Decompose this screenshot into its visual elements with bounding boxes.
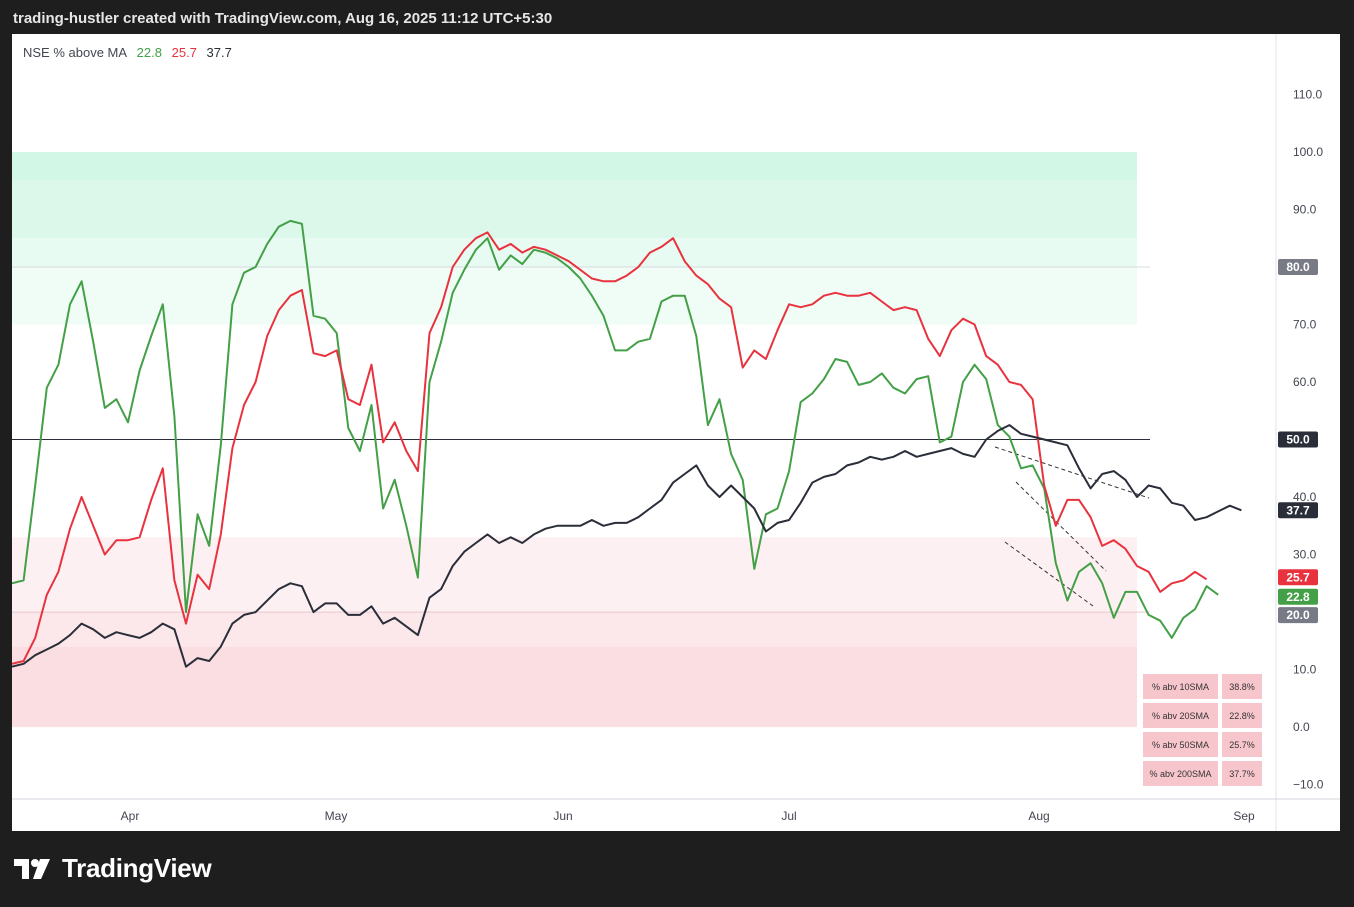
chart-frame[interactable]: 110.0 100.0 90.0 80.0 70.0 60.0 50.0 40.0 30.0 20… bbox=[12, 34, 1340, 831]
hlines-layer bbox=[12, 266, 1150, 613]
legend-title: NSE % above MA bbox=[23, 45, 128, 60]
zone-band-3 bbox=[12, 266, 1137, 325]
trendlines-layer bbox=[994, 446, 1150, 607]
series-layer bbox=[12, 219, 1242, 668]
legend-value-dark: 37.7 bbox=[206, 45, 232, 60]
x-tick-label: Jun bbox=[553, 809, 572, 823]
x-tick-label: Apr bbox=[121, 809, 140, 823]
price-badges: 80.0 50.0 37.7 25.7 22.8 20.0 bbox=[1278, 258, 1318, 624]
price-badge bbox=[1278, 502, 1318, 519]
stats-row-label: % abv 200SMA bbox=[1149, 769, 1211, 779]
stats-row-value: 37.7% bbox=[1229, 769, 1255, 779]
price-badge bbox=[1278, 431, 1318, 448]
stats-cell-value-bg bbox=[1222, 674, 1262, 699]
line-chart[interactable]: 110.0 100.0 90.0 80.0 70.0 60.0 50.0 40.0 30.0 20… bbox=[12, 34, 1340, 831]
y-tick-label: 90.0 bbox=[1293, 202, 1317, 216]
legend-value-green: 22.8 bbox=[136, 45, 162, 60]
price-badge-label: 50.0 bbox=[1286, 433, 1310, 447]
price-badge bbox=[1278, 607, 1318, 624]
trendline-upper bbox=[994, 446, 1150, 499]
stats-cell-label-bg bbox=[1143, 703, 1218, 728]
stats-cell-label-bg bbox=[1143, 732, 1218, 757]
price-badge-label: 20.0 bbox=[1286, 608, 1310, 622]
x-axis: Apr May Jun Jul Aug Sep bbox=[121, 809, 1255, 823]
stats-row-label: % abv 50SMA bbox=[1152, 740, 1209, 750]
x-tick-label: Sep bbox=[1233, 809, 1255, 823]
y-tick-label: 110.0 bbox=[1293, 87, 1322, 101]
x-tick-label: Aug bbox=[1028, 809, 1049, 823]
zone-band-6 bbox=[12, 646, 1137, 728]
zone-band-5 bbox=[12, 612, 1137, 647]
stats-row-value: 25.7% bbox=[1229, 740, 1255, 750]
price-badge bbox=[1278, 588, 1318, 605]
price-badge bbox=[1278, 569, 1318, 586]
price-badge-label: 22.8 bbox=[1286, 590, 1310, 604]
stats-row-value: 22.8% bbox=[1229, 711, 1255, 721]
price-badge-label: 25.7 bbox=[1286, 570, 1310, 584]
tradingview-logo[interactable]: TradingView bbox=[14, 853, 212, 884]
x-tick-label: Jul bbox=[781, 809, 796, 823]
zone-band-0 bbox=[12, 151, 1137, 181]
stats-table: % abv 10SMA 38.8% % abv 20SMA 22.8% % abv 50… bbox=[1143, 674, 1262, 786]
stats-cell-value-bg bbox=[1222, 703, 1262, 728]
x-tick-label: May bbox=[325, 809, 348, 823]
stats-cell-label-bg bbox=[1143, 761, 1218, 786]
zone-band-4 bbox=[12, 537, 1137, 613]
series-line-0 bbox=[12, 219, 1219, 639]
stats-row-label: % abv 10SMA bbox=[1152, 682, 1209, 692]
y-tick-label: −10.0 bbox=[1293, 778, 1324, 792]
zone-band-1 bbox=[12, 180, 1137, 239]
trendline-middle bbox=[1015, 481, 1107, 572]
series-line-1 bbox=[12, 231, 1208, 665]
y-tick-label: 70.0 bbox=[1293, 317, 1317, 331]
y-tick-label: 30.0 bbox=[1293, 548, 1317, 562]
price-badge-label: 80.0 bbox=[1286, 260, 1310, 274]
stats-row-value: 38.8% bbox=[1229, 682, 1255, 692]
stats-cell-value-bg bbox=[1222, 732, 1262, 757]
y-tick-label: 0.0 bbox=[1293, 720, 1310, 734]
stats-cell-value-bg bbox=[1222, 761, 1262, 786]
y-tick-label: 40.0 bbox=[1293, 490, 1317, 504]
y-tick-label: 60.0 bbox=[1293, 375, 1317, 389]
y-tick-label: 100.0 bbox=[1293, 145, 1323, 159]
legend[interactable]: NSE % above MA 22.8 25.7 37.7 bbox=[23, 45, 238, 60]
legend-value-red: 25.7 bbox=[171, 45, 197, 60]
stats-cell-label-bg bbox=[1143, 674, 1218, 699]
tradingview-logo-text: TradingView bbox=[62, 853, 212, 883]
price-badge bbox=[1278, 258, 1318, 275]
stats-row-label: % abv 20SMA bbox=[1152, 711, 1209, 721]
chart-header: trading-hustler created with TradingView… bbox=[13, 10, 553, 27]
y-tick-label: 10.0 bbox=[1293, 663, 1317, 677]
zone-band-2 bbox=[12, 238, 1137, 267]
series-line-2 bbox=[12, 424, 1242, 668]
zones-layer bbox=[12, 151, 1137, 728]
price-badge-label: 37.7 bbox=[1286, 503, 1310, 517]
tradingview-logo-icon bbox=[14, 858, 50, 879]
